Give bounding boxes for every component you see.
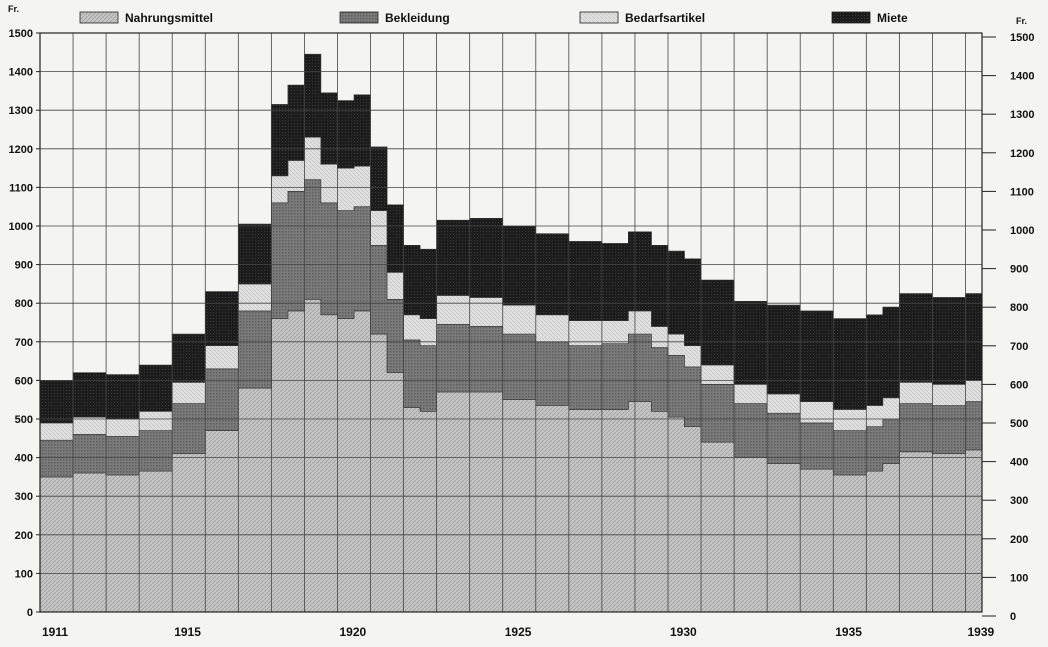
y-tick-label-right: 700	[1010, 341, 1028, 353]
y-tick-label: 600	[15, 375, 33, 387]
y-tick-label-right: 600	[1010, 379, 1028, 391]
x-tick-label: 1930	[670, 625, 697, 639]
y-tick-label: 900	[15, 260, 33, 272]
y-tick-label: 1300	[9, 105, 33, 117]
legend-swatch-miete	[831, 11, 871, 24]
grid-layer	[39, 32, 982, 613]
area-layer	[39, 53, 983, 613]
x-tick-label: 1915	[174, 625, 201, 639]
y-axis-unit-right: Fr.	[1016, 16, 1027, 26]
axes-layer: 0 0 100 100 200 200 300 300 400 400 500 500 600 600 70…	[8, 4, 1034, 639]
legend-label-miete: Miete	[877, 11, 908, 25]
x-tick-label: 1925	[505, 625, 532, 639]
y-tick-label: 500	[15, 414, 33, 426]
y-tick-label: 300	[15, 491, 33, 503]
y-tick-label: 1500	[9, 28, 33, 40]
y-tick-label: 0	[27, 607, 33, 619]
y-tick-label-right: 1200	[1010, 148, 1034, 160]
y-tick-label: 200	[15, 530, 33, 542]
y-tick-label: 100	[15, 568, 33, 580]
legend-label-bekleidung: Bekleidung	[385, 11, 450, 25]
y-tick-label: 800	[15, 298, 33, 310]
y-tick-label-right: 800	[1010, 302, 1028, 314]
y-tick-label-right: 1400	[1010, 71, 1034, 83]
y-tick-label-right: 500	[1010, 418, 1028, 430]
y-tick-label-right: 1100	[1010, 186, 1034, 198]
y-tick-label: 1100	[9, 182, 33, 194]
y-tick-label-right: 900	[1010, 264, 1028, 276]
y-tick-label-right: 200	[1010, 534, 1028, 546]
y-tick-label-right: 100	[1010, 572, 1028, 584]
y-tick-label: 1400	[9, 67, 33, 79]
y-tick-label-right: 1300	[1010, 109, 1034, 121]
y-tick-label-right: 1000	[1010, 225, 1034, 237]
y-tick-label-right: 300	[1010, 495, 1028, 507]
legend: Nahrungsmittel Bekleidung Bedarfsartikel Mi…	[79, 11, 908, 25]
legend-swatch-bedarfsartikel	[579, 11, 619, 24]
x-tick-label: 1911	[42, 625, 68, 639]
y-tick-label-right: 1500	[1010, 32, 1034, 44]
y-axis-unit-left: Fr.	[8, 4, 19, 14]
legend-label-nahrungsmittel: Nahrungsmittel	[125, 11, 213, 25]
plot-frame	[39, 32, 983, 613]
y-tick-label: 400	[15, 453, 33, 465]
x-tick-label: 1920	[339, 625, 366, 639]
x-tick-label: 1939	[967, 625, 994, 639]
x-tick-label: 1935	[835, 625, 862, 639]
y-tick-label: 1200	[9, 144, 33, 156]
legend-label-bedarfsartikel: Bedarfsartikel	[625, 11, 705, 25]
y-tick-label-right: 0	[1010, 611, 1016, 623]
legend-swatch-bekleidung	[339, 11, 379, 24]
y-tick-label: 1000	[9, 221, 33, 233]
y-tick-label-right: 400	[1010, 457, 1028, 469]
y-tick-label: 700	[15, 337, 33, 349]
legend-swatch-nahrungsmittel	[79, 11, 119, 24]
